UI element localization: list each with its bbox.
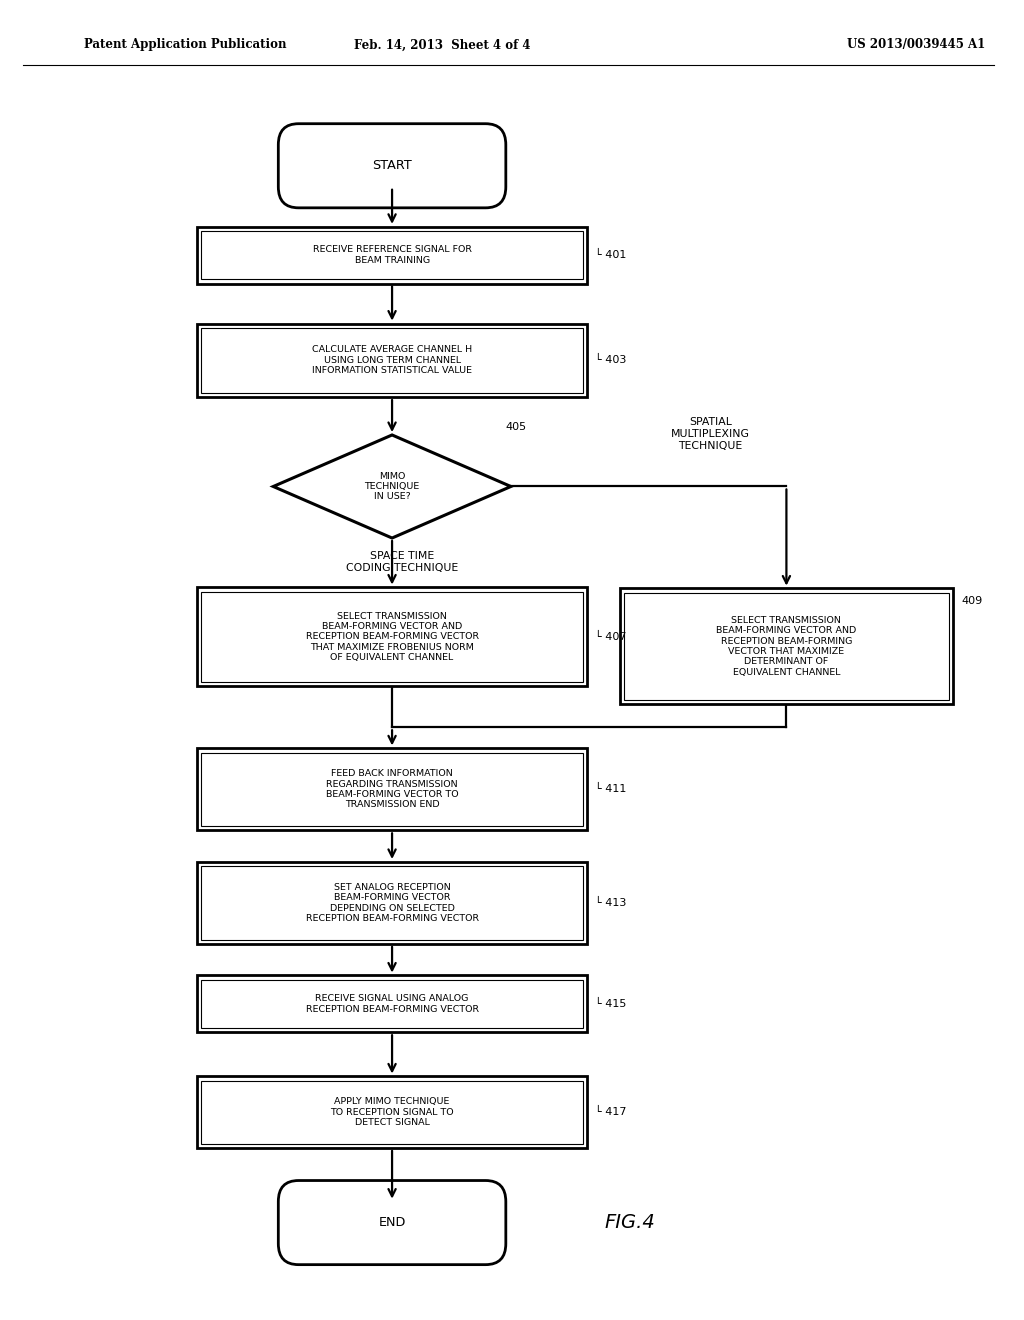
Text: └ 411: └ 411 bbox=[595, 784, 626, 795]
Text: END: END bbox=[379, 1216, 406, 1229]
FancyBboxPatch shape bbox=[202, 231, 583, 280]
Text: MIMO
TECHNIQUE
IN USE?: MIMO TECHNIQUE IN USE? bbox=[365, 471, 420, 502]
Text: Feb. 14, 2013  Sheet 4 of 4: Feb. 14, 2013 Sheet 4 of 4 bbox=[354, 38, 530, 51]
Text: └ 417: └ 417 bbox=[595, 1107, 627, 1117]
FancyBboxPatch shape bbox=[279, 124, 506, 207]
Text: └ 403: └ 403 bbox=[595, 355, 626, 366]
Text: SET ANALOG RECEPTION
BEAM-FORMING VECTOR
DEPENDING ON SELECTED
RECEPTION BEAM-FO: SET ANALOG RECEPTION BEAM-FORMING VECTOR… bbox=[305, 883, 478, 923]
Text: └ 401: └ 401 bbox=[595, 249, 626, 260]
Polygon shape bbox=[273, 436, 511, 539]
Text: SELECT TRANSMISSION
BEAM-FORMING VECTOR AND
RECEPTION BEAM-FORMING
VECTOR THAT M: SELECT TRANSMISSION BEAM-FORMING VECTOR … bbox=[716, 616, 856, 677]
Text: 409: 409 bbox=[962, 597, 983, 606]
Text: RECEIVE SIGNAL USING ANALOG
RECEPTION BEAM-FORMING VECTOR: RECEIVE SIGNAL USING ANALOG RECEPTION BE… bbox=[305, 994, 478, 1014]
FancyBboxPatch shape bbox=[202, 591, 583, 682]
FancyBboxPatch shape bbox=[198, 1076, 587, 1148]
Text: Patent Application Publication: Patent Application Publication bbox=[84, 38, 286, 51]
Text: SPACE TIME
CODING TECHNIQUE: SPACE TIME CODING TECHNIQUE bbox=[346, 552, 459, 573]
FancyBboxPatch shape bbox=[202, 979, 583, 1028]
FancyBboxPatch shape bbox=[198, 227, 587, 284]
FancyBboxPatch shape bbox=[620, 589, 953, 704]
Text: CALCULATE AVERAGE CHANNEL H
USING LONG TERM CHANNEL
INFORMATION STATISTICAL VALU: CALCULATE AVERAGE CHANNEL H USING LONG T… bbox=[312, 346, 472, 375]
FancyBboxPatch shape bbox=[198, 748, 587, 830]
FancyBboxPatch shape bbox=[279, 1180, 506, 1265]
Text: START: START bbox=[372, 160, 412, 173]
Text: APPLY MIMO TECHNIQUE
TO RECEPTION SIGNAL TO
DETECT SIGNAL: APPLY MIMO TECHNIQUE TO RECEPTION SIGNAL… bbox=[331, 1097, 454, 1127]
FancyBboxPatch shape bbox=[198, 975, 587, 1032]
Text: └ 407: └ 407 bbox=[595, 632, 627, 642]
FancyBboxPatch shape bbox=[198, 862, 587, 944]
Text: SPATIAL
MULTIPLEXING
TECHNIQUE: SPATIAL MULTIPLEXING TECHNIQUE bbox=[671, 417, 750, 450]
Text: FIG.4: FIG.4 bbox=[604, 1213, 655, 1232]
Text: US 2013/0039445 A1: US 2013/0039445 A1 bbox=[847, 38, 985, 51]
FancyBboxPatch shape bbox=[202, 1081, 583, 1143]
Text: SELECT TRANSMISSION
BEAM-FORMING VECTOR AND
RECEPTION BEAM-FORMING VECTOR
THAT M: SELECT TRANSMISSION BEAM-FORMING VECTOR … bbox=[305, 611, 478, 663]
FancyBboxPatch shape bbox=[198, 587, 587, 686]
Text: └ 415: └ 415 bbox=[595, 999, 626, 1008]
Text: 405: 405 bbox=[506, 422, 527, 432]
FancyBboxPatch shape bbox=[624, 593, 949, 700]
Text: FEED BACK INFORMATION
REGARDING TRANSMISSION
BEAM-FORMING VECTOR TO
TRANSMISSION: FEED BACK INFORMATION REGARDING TRANSMIS… bbox=[326, 770, 459, 809]
Text: RECEIVE REFERENCE SIGNAL FOR
BEAM TRAINING: RECEIVE REFERENCE SIGNAL FOR BEAM TRAINI… bbox=[312, 246, 472, 265]
FancyBboxPatch shape bbox=[202, 752, 583, 826]
Text: └ 413: └ 413 bbox=[595, 898, 626, 908]
FancyBboxPatch shape bbox=[202, 327, 583, 393]
FancyBboxPatch shape bbox=[202, 866, 583, 940]
FancyBboxPatch shape bbox=[198, 323, 587, 397]
